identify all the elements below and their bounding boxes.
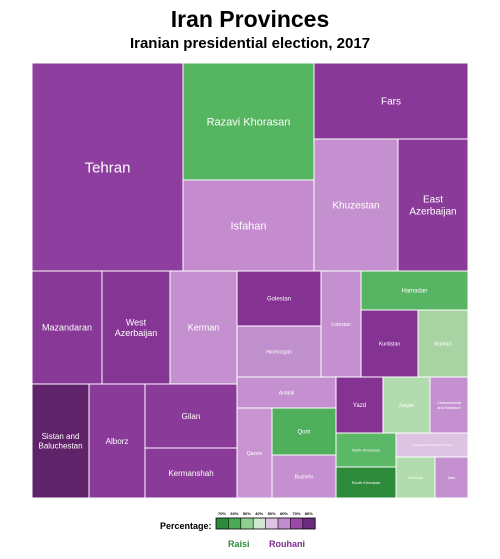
chart-subtitle: Iranian presidential election, 2017 (129, 35, 371, 52)
legend-tick: 60% (279, 511, 288, 516)
legend-swatch (278, 518, 291, 529)
label-west-azerbaijan: West Azerbaijan (115, 317, 158, 338)
label-mazandaran: Mazandaran (42, 323, 92, 333)
tile-markazi (417, 309, 469, 378)
legend-tick: 60% (230, 511, 239, 516)
label-qazvin: Qazvin (247, 451, 263, 457)
tile-hormozgan (236, 325, 322, 378)
tile-north-khorasan (335, 432, 397, 468)
label-gilan: Gilan (182, 412, 201, 421)
label-kurdistan: Kurdistan (379, 341, 400, 347)
legend-tick: 50% (242, 511, 251, 516)
label-alborz: Alborz (106, 437, 129, 446)
legend-tick: 40% (255, 511, 264, 516)
label-north-khorasan: North Khorasan (352, 447, 380, 452)
label-kohgiluyeh-and-boyer-ahmad: Kohgiluyeh and Boyer-Ahmad (412, 443, 452, 447)
tile-golestan (236, 270, 322, 327)
label-isfahan: Isfahan (230, 220, 266, 232)
label-lorestan: Lorestan (331, 322, 351, 328)
tile-alborz (88, 383, 146, 499)
label-tehran: Tehran (85, 159, 131, 176)
tile-gilan (144, 383, 238, 449)
legend-swatch (302, 518, 316, 529)
legend-name-rouhani: Rouhani (269, 539, 305, 549)
legend-label: Percentage: (160, 521, 212, 531)
legend-swatch (290, 518, 303, 529)
tile-kurdistan (360, 309, 419, 378)
tile-yazd (335, 376, 384, 434)
legend-swatch (216, 518, 229, 529)
tile-south-khorasan (335, 466, 397, 499)
label-yazd: Yazd (353, 403, 366, 409)
label-kerman: Kerman (188, 323, 220, 333)
legend-swatch (265, 518, 278, 529)
tile-west-azerbaijan (101, 270, 171, 385)
legend-swatch (253, 518, 266, 529)
tile-kohgiluyeh-and-boyer-ahmad (395, 432, 469, 458)
legend-tick: 80% (304, 511, 313, 516)
tile-lorestan (320, 270, 362, 378)
tile-mazandaran (31, 270, 103, 385)
label-zanjan: Zanjan (399, 403, 415, 409)
label-markazi: Markazi (434, 341, 452, 347)
tile-tehran (31, 62, 184, 272)
legend-tick: 70% (217, 511, 226, 516)
legend-name-raisi: Raisi (228, 539, 250, 549)
label-chaharmahal-and-bakhtiari: Chaharmahal and Bakhtiari (437, 400, 461, 410)
tile-qazvin (236, 407, 273, 499)
tile-chaharmahal-and-bakhtiari (429, 376, 469, 434)
label-fars: Fars (381, 97, 401, 108)
label-hamadan: Hamadan (401, 289, 427, 295)
label-hormozgan: Hormozgan (266, 349, 292, 355)
tile-hamadan (360, 270, 469, 311)
label-sistan-and-baluchestan: Sistan and Baluchestan (38, 432, 82, 451)
legend-tick: 50% (267, 511, 276, 516)
label-bushehr: Bushehr (295, 474, 314, 480)
label-kermanshah: Kermanshah (168, 469, 213, 478)
label-south-khorasan: South Khorasan (352, 480, 381, 485)
label-razavi-khorasan: Razavi Khorasan (207, 116, 291, 128)
label-qom: Qom (297, 430, 310, 436)
legend-swatch (228, 518, 241, 529)
label-east-azerbaijan: East Azerbaijan (409, 195, 456, 218)
legend-tick: 70% (292, 511, 301, 516)
label-golestan: Golestan (267, 297, 291, 303)
tile-semnan (395, 456, 436, 499)
label-khuzestan: Khuzestan (332, 201, 379, 212)
label-ilam: Ilam (448, 475, 456, 480)
tile-bushehr (271, 454, 337, 499)
legend-swatch (240, 518, 254, 529)
tile-ilam (434, 456, 469, 499)
label-ardabil: Ardabil (279, 390, 295, 396)
label-semnan: Semnan (408, 475, 423, 480)
chart-title: Iran Provinces (170, 6, 330, 32)
